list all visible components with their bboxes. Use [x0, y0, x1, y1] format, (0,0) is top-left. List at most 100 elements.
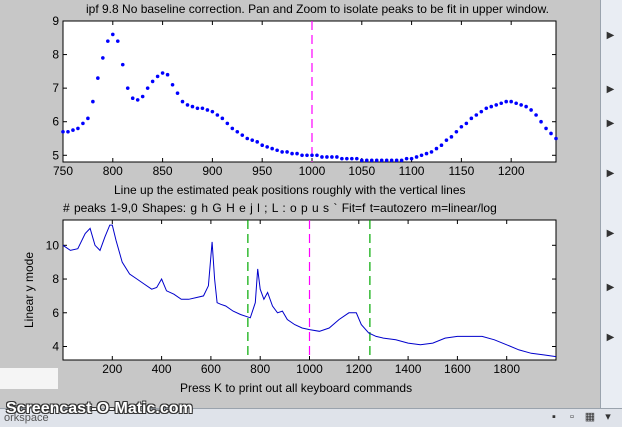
y-axis-label: Linear y mode	[22, 252, 36, 328]
data-point	[76, 126, 80, 131]
y-tick-label: 10	[46, 238, 60, 252]
x-tick-label: 1100	[399, 164, 425, 178]
data-point	[554, 136, 558, 141]
arrow-right-icon[interactable]: ▶	[606, 332, 615, 343]
data-point	[389, 158, 394, 163]
data-point	[439, 143, 444, 148]
chevron-down-icon[interactable]: ▾	[605, 411, 611, 423]
y-tick-label: 5	[52, 148, 59, 162]
data-point	[195, 106, 200, 111]
data-point	[275, 148, 279, 153]
data-point	[205, 108, 210, 112]
data-point	[449, 135, 454, 139]
y-tick-label: 6	[52, 115, 59, 129]
data-point	[369, 158, 374, 163]
data-point	[330, 155, 334, 159]
data-point	[170, 82, 175, 87]
arrow-right-icon[interactable]: ▶	[606, 282, 615, 293]
data-point	[270, 146, 274, 151]
instruction-line: Line up the estimated peak positions rou…	[114, 183, 466, 197]
data-point	[285, 150, 289, 154]
arrow-right-icon[interactable]: ▶	[606, 228, 615, 239]
data-point	[190, 104, 195, 109]
data-point	[345, 156, 349, 161]
data-point	[474, 113, 479, 117]
data-point	[110, 32, 115, 37]
data-point	[379, 158, 384, 163]
arrow-right-icon[interactable]: ▶	[606, 118, 615, 129]
watermark-text: Screencast-O-Matic.com	[6, 400, 193, 417]
arrow-right-icon[interactable]: ▶	[606, 84, 615, 95]
data-point	[295, 151, 299, 156]
data-point	[374, 158, 379, 163]
data-point	[494, 103, 499, 107]
x-tick-label: 1050	[348, 164, 375, 178]
y-tick-label: 6	[52, 306, 59, 320]
x-tick-label: 1400	[395, 362, 422, 376]
x-tick-label: 750	[53, 164, 73, 178]
data-point	[106, 39, 110, 43]
data-point	[215, 113, 220, 117]
data-point	[135, 98, 140, 102]
data-point	[434, 146, 439, 151]
data-point	[125, 86, 130, 90]
data-point	[529, 108, 533, 112]
data-point	[419, 153, 424, 158]
data-point	[459, 124, 464, 129]
y-tick-label: 7	[52, 81, 59, 95]
data-point	[504, 99, 509, 104]
data-point	[519, 103, 523, 107]
signal-line	[62, 224, 557, 358]
figure-title: ipf 9.8 No baseline correction. Pan and …	[86, 2, 549, 16]
data-point	[130, 96, 135, 101]
data-point	[335, 155, 339, 159]
workspace-label: orkspace	[4, 412, 49, 424]
data-point	[509, 99, 513, 104]
keyboard-hints: # peaks 1-9,0 Shapes: g h G H e j l ; L …	[63, 201, 497, 215]
y-tick-label: 8	[52, 48, 59, 62]
data-point	[539, 119, 543, 124]
left-panel-box	[0, 368, 58, 389]
window-icon[interactable]: ▫	[570, 411, 574, 423]
y-tick-label: 9	[52, 14, 59, 28]
data-point	[96, 76, 100, 80]
data-point	[340, 156, 344, 161]
x-tick-label: 1000	[296, 362, 323, 376]
data-point	[355, 156, 359, 161]
data-point	[200, 106, 205, 111]
x-tick-label: 1800	[493, 362, 520, 376]
file-icon[interactable]: ▪	[552, 411, 556, 423]
data-point	[454, 129, 459, 134]
arrow-right-icon[interactable]: ▶	[606, 30, 615, 41]
plot-area	[62, 20, 557, 163]
data-point	[429, 150, 434, 154]
data-point	[185, 103, 190, 107]
data-point	[414, 155, 419, 159]
data-point	[225, 121, 230, 126]
lower-plot[interactable]: 200 400 600 800 1000 1200 1400 1600 1800 4 6 8 10 Lin…	[22, 219, 557, 376]
x-tick-label: 600	[201, 362, 221, 376]
upper-plot[interactable]: 750 800 850 900 950 1000 1050 1100 1150 1200 5 6 7 8 9	[52, 14, 558, 178]
x-tick-label: 1150	[448, 164, 474, 178]
data-point	[384, 158, 389, 163]
data-point	[364, 158, 369, 163]
footer-hint: Press K to print out all keyboard comman…	[180, 381, 413, 395]
data-point	[155, 74, 160, 79]
x-tick-label: 800	[250, 362, 270, 376]
data-point	[235, 129, 240, 134]
data-point	[424, 151, 429, 156]
arrow-right-icon[interactable]: ▶	[606, 168, 615, 179]
data-point	[290, 151, 294, 156]
data-point	[359, 158, 364, 163]
x-tick-label: 1000	[299, 164, 326, 178]
x-tick-label: 850	[153, 164, 173, 178]
data-point	[300, 153, 304, 158]
data-point	[175, 91, 180, 95]
data-point	[145, 86, 150, 90]
charts-canvas: 750 800 850 900 950 1000 1050 1100 1150 1200 5 6 7 8 9…	[22, 14, 558, 376]
grid-icon[interactable]: ▦	[584, 411, 596, 423]
data-point	[61, 129, 65, 134]
data-point	[479, 109, 484, 114]
x-tick-label: 200	[102, 362, 122, 376]
data-point	[310, 153, 314, 158]
